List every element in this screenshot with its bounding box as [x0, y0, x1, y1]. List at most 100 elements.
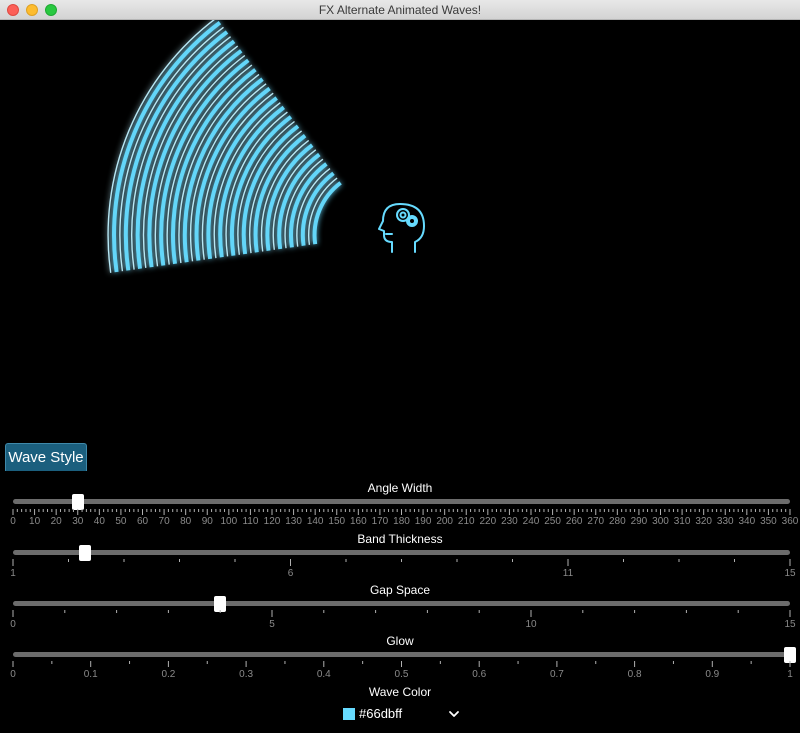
- angle-width-tick-label: 250: [544, 516, 561, 527]
- band-thickness-label: Band Thickness: [357, 532, 443, 546]
- wave-band: [119, 26, 224, 272]
- angle-width-tick-label: 190: [415, 516, 432, 527]
- tab-wave-style[interactable]: Wave Style: [5, 443, 87, 471]
- maximize-window-button[interactable]: [45, 4, 57, 16]
- wave-band: [308, 177, 338, 245]
- angle-width-tick-label: 70: [159, 516, 171, 527]
- angle-width-tick-label: 60: [137, 516, 149, 527]
- wave-band: [225, 111, 288, 257]
- angle-width-tick-label: 120: [264, 516, 281, 527]
- close-window-button[interactable]: [7, 4, 19, 16]
- glow-tick-label: 0.7: [550, 669, 564, 680]
- glow-tick-label: 0.6: [472, 669, 486, 680]
- glow-tick-label: 0.9: [705, 669, 719, 680]
- wave-color-value: #66dbff: [359, 706, 403, 721]
- band-thickness-tick-label: 15: [784, 568, 796, 579]
- band-thickness-tick-label: 6: [288, 568, 294, 579]
- wave-band: [178, 73, 260, 264]
- angle-width-tick-label: 330: [717, 516, 734, 527]
- angle-width-tick-label: 80: [180, 516, 192, 527]
- angle-width-tick-label: 300: [652, 516, 669, 527]
- glow-label: Glow: [386, 634, 414, 648]
- angle-width-tick-label: 130: [285, 516, 302, 527]
- window-title: FX Alternate Animated Waves!: [318, 3, 482, 17]
- angle-width-tick-label: 50: [115, 516, 127, 527]
- band-thickness-tick-label: 1: [10, 568, 16, 579]
- wave-band: [260, 139, 310, 252]
- wave-band: [194, 86, 271, 261]
- wave-band: [107, 20, 215, 273]
- angle-width-tick-label: 280: [609, 516, 626, 527]
- wave-band: [253, 134, 307, 253]
- band-thickness-slider-track[interactable]: [13, 550, 790, 555]
- angle-width-tick-label: 140: [307, 516, 324, 527]
- wave-canvas: [107, 20, 425, 273]
- glow-slider-thumb[interactable]: [784, 647, 796, 663]
- wave-band: [218, 105, 286, 258]
- wave-color-picker[interactable]: #66dbff: [343, 706, 468, 722]
- angle-width-tick-label: 150: [328, 516, 345, 527]
- angle-width-tick-label: 30: [72, 516, 84, 527]
- wave-band: [166, 64, 253, 265]
- gap-space-tick-label: 5: [269, 619, 275, 630]
- title-bar: FX Alternate Animated Waves!: [0, 0, 800, 20]
- glow-tick-label: 1: [787, 669, 793, 680]
- angle-width-tick-label: 290: [631, 516, 648, 527]
- angle-width-tick-label: 110: [242, 516, 258, 527]
- wave-band: [300, 171, 335, 246]
- angle-width-tick-label: 260: [566, 516, 583, 527]
- glow-tick-label: 0.8: [628, 669, 642, 680]
- angle-width-tick-label: 100: [220, 516, 237, 527]
- wave-band: [190, 83, 267, 262]
- wave-band: [296, 168, 331, 247]
- gap-space-slider-track[interactable]: [13, 601, 790, 606]
- angle-width-tick-label: 270: [587, 516, 604, 527]
- glow-tick-label: 0.3: [239, 669, 253, 680]
- angle-width-tick-label: 90: [202, 516, 214, 527]
- wave-band: [265, 143, 314, 251]
- wave-band: [171, 68, 257, 265]
- angle-width-tick-label: 20: [51, 516, 63, 527]
- color-swatch: [343, 708, 355, 720]
- angle-width-tick-label: 220: [479, 516, 496, 527]
- glow-tick-label: 0.2: [161, 669, 175, 680]
- glow-tick-label: 0: [10, 669, 16, 680]
- gap-space-tick-label: 10: [525, 619, 537, 630]
- angle-width-tick-label: 170: [372, 516, 389, 527]
- angle-width-tick-label: 340: [738, 516, 755, 527]
- glow-tick-label: 0.1: [84, 669, 98, 680]
- angle-width-tick-label: 10: [29, 516, 41, 527]
- angle-width-slider-track[interactable]: [13, 499, 790, 504]
- chevron-down-icon[interactable]: [447, 706, 461, 722]
- glow-slider-track[interactable]: [13, 652, 790, 657]
- wave-band: [272, 149, 317, 250]
- gap-space-slider-thumb[interactable]: [214, 596, 227, 612]
- head-gears-icon: [378, 203, 425, 253]
- glow-tick-label: 0.4: [317, 669, 331, 680]
- wave-band: [312, 181, 342, 245]
- angle-width-tick-label: 320: [695, 516, 712, 527]
- angle-width-slider-thumb[interactable]: [71, 494, 84, 510]
- gap-space-label: Gap Space: [369, 583, 431, 597]
- wave-band: [249, 130, 303, 254]
- angle-width-tick-label: 200: [436, 516, 453, 527]
- wave-bands: [107, 20, 342, 273]
- band-thickness-slider-thumb[interactable]: [79, 545, 92, 561]
- wave-band: [213, 102, 281, 259]
- angle-width-tick-label: 210: [458, 516, 475, 527]
- wave-band: [112, 21, 222, 273]
- minimize-window-button[interactable]: [26, 4, 38, 16]
- angle-width-tick-label: 40: [94, 516, 106, 527]
- wave-band: [241, 124, 300, 255]
- wave-band: [135, 39, 236, 269]
- wave-band: [182, 77, 264, 263]
- angle-width-label: Angle Width: [367, 481, 433, 495]
- angle-width-tick-label: 350: [760, 516, 777, 527]
- angle-width-tick-label: 230: [501, 516, 518, 527]
- glow-tick-label: 0.5: [395, 669, 409, 680]
- band-thickness-tick-label: 11: [563, 568, 574, 579]
- wave-band: [123, 30, 229, 271]
- gap-space-tick-label: 15: [784, 619, 796, 630]
- angle-width-tick-label: 360: [782, 516, 799, 527]
- wave-band: [159, 58, 250, 266]
